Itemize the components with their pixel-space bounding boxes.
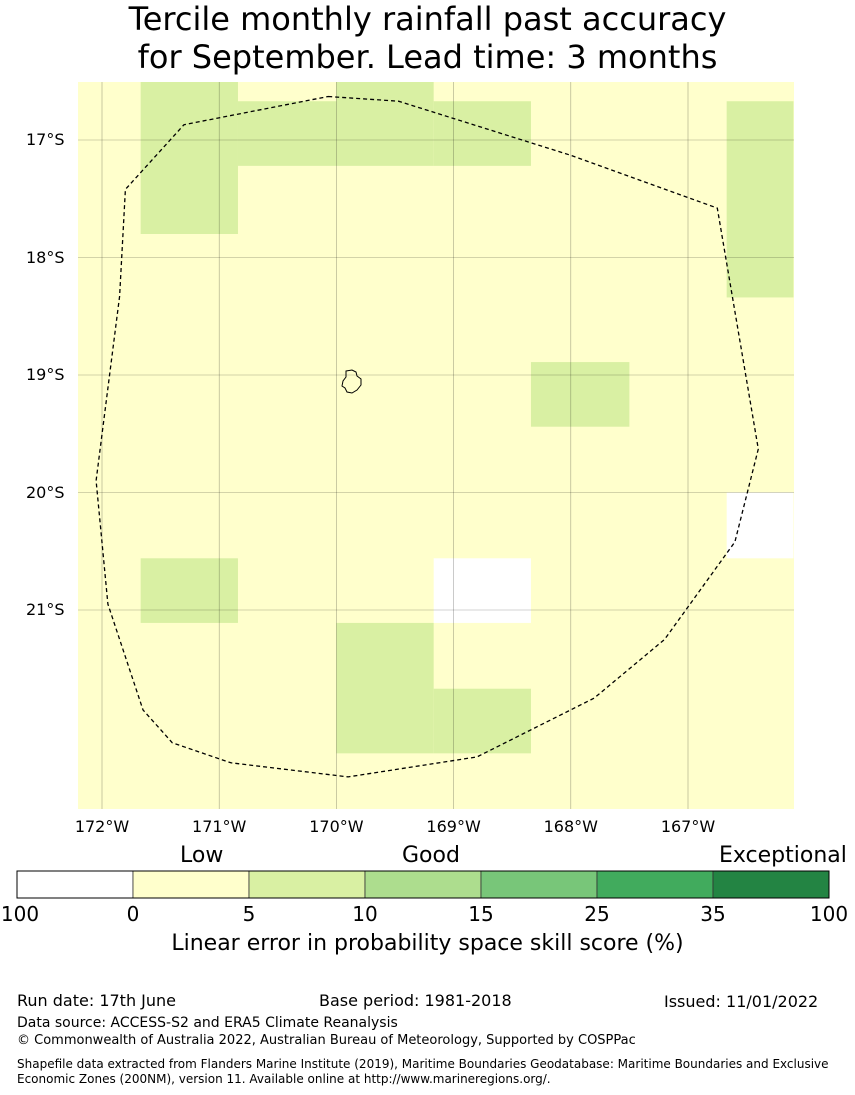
data-source: Data source: ACCESS-S2 and ERA5 Climate … <box>17 1015 398 1031</box>
colorbar-swatch-4 <box>480 870 598 899</box>
colorbar-swatch-0 <box>16 870 134 899</box>
lat-label-1: 18°S <box>26 247 65 267</box>
lat-label-2: 19°S <box>26 365 65 384</box>
grid-cell-4 <box>726 101 794 298</box>
colorbar-swatch-3 <box>364 870 482 899</box>
colorbar-tick-0: 100 <box>0 902 40 926</box>
lat-label-3: 20°S <box>26 482 65 502</box>
island-outline <box>341 369 362 394</box>
colorbar-tick-4: 15 <box>468 902 494 926</box>
grid-cell-1 <box>237 101 337 166</box>
lat-label-4: 21°S <box>26 600 65 619</box>
grid-cell-0 <box>140 82 238 234</box>
lat-label-0: 17°S <box>26 130 65 149</box>
issued-date: Issued: 11/01/2022 <box>664 992 819 1011</box>
colorbar-title: Linear error in probability space skill … <box>171 931 684 956</box>
grid-cell-5 <box>530 362 630 427</box>
run-date: Run date: 17th June <box>17 991 177 1010</box>
title-line-2: for September. Lead time: 3 months <box>137 38 718 76</box>
colorbar-tick-1: 0 <box>126 902 140 926</box>
category-exceptional: Exceptional <box>719 843 847 868</box>
eez-boundary <box>95 95 759 778</box>
colorbar-swatch-5 <box>596 870 714 899</box>
title-line-1: Tercile monthly rainfall past accuracy <box>128 0 727 38</box>
colorbar-tick-6: 35 <box>700 902 726 926</box>
colorbar-swatch-1 <box>132 870 250 899</box>
grid-cell-6 <box>140 558 238 623</box>
shapefile-credit-line-1: Shapefile data extracted from Flanders M… <box>17 1057 829 1071</box>
colorbar-tick-7: 100 <box>809 902 849 926</box>
grid-cell-8 <box>433 688 531 754</box>
colorbar-swatch-6 <box>712 870 830 899</box>
grid-cell-10 <box>726 492 794 559</box>
lon-label-5: 167°W <box>660 817 716 836</box>
colorbar-tick-2: 5 <box>242 902 256 926</box>
lon-label-1: 171°W <box>192 817 247 836</box>
colorbar-swatch-2 <box>248 870 366 899</box>
colorbar-tick-5: 25 <box>584 902 610 926</box>
category-low: Low <box>180 843 224 868</box>
graticule <box>78 82 794 809</box>
category-good: Good <box>402 843 460 868</box>
lon-label-4: 168°W <box>543 817 598 836</box>
copyright: © Commonwealth of Australia 2022, Austra… <box>17 1033 636 1048</box>
grid-cell-3 <box>433 101 531 166</box>
colorbar-tick-3: 10 <box>352 902 378 926</box>
lon-label-0: 172°W <box>74 817 130 836</box>
colorbar-border <box>16 870 830 899</box>
lon-label-2: 170°W <box>309 817 364 836</box>
skill-cells <box>78 82 794 809</box>
grid-cell-7 <box>336 622 434 754</box>
shapefile-credit-line-2: Economic Zones (200NM), version 11. Avai… <box>17 1072 551 1086</box>
lon-label-3: 169°W <box>426 817 481 836</box>
colorbar <box>16 870 830 899</box>
grid-cell-9 <box>433 558 531 623</box>
chart-title: Tercile monthly rainfall past accuracy f… <box>0 0 855 76</box>
base-period: Base period: 1981-2018 <box>319 991 512 1010</box>
grid-cell-2 <box>336 82 434 166</box>
